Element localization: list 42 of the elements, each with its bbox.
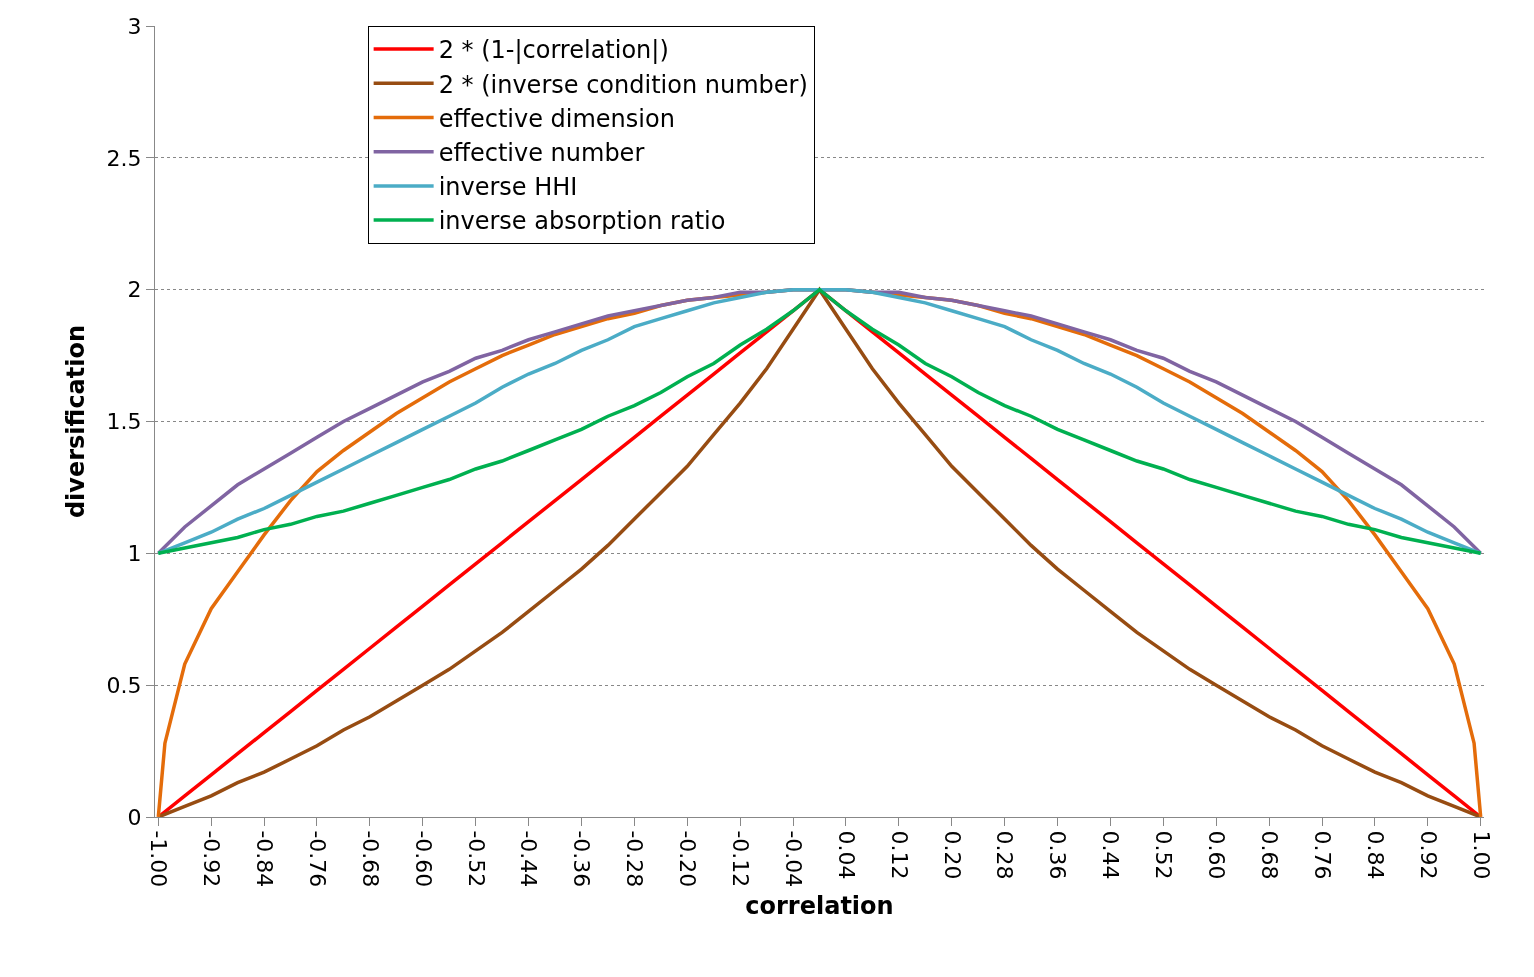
legend-label: inverse absorption ratio bbox=[438, 207, 726, 236]
y-tick-label: 0 bbox=[127, 804, 142, 830]
legend-label: 2 * (inverse condition number) bbox=[438, 70, 808, 99]
x-tick-label: -0.52 bbox=[463, 830, 489, 888]
x-tick-label: 0.04 bbox=[833, 830, 859, 880]
y-tick-label: 3 bbox=[127, 13, 142, 39]
x-tick-label: -0.92 bbox=[199, 830, 225, 888]
legend-label: effective dimension bbox=[438, 104, 675, 133]
x-tick-label: 0.36 bbox=[1045, 830, 1071, 880]
legend-label: effective number bbox=[438, 139, 645, 168]
x-tick-label: 0.84 bbox=[1362, 830, 1388, 880]
legend-label: inverse HHI bbox=[438, 173, 578, 202]
x-tick-label: -0.04 bbox=[780, 830, 806, 888]
y-tick-label: 1.5 bbox=[106, 409, 142, 435]
x-tick-label: -0.36 bbox=[569, 830, 595, 888]
x-tick-label: -0.20 bbox=[675, 830, 701, 888]
y-tick-label: 2 bbox=[127, 277, 142, 303]
x-tick-label: -0.12 bbox=[728, 830, 754, 888]
x-tick-label: 0.60 bbox=[1204, 830, 1230, 880]
legend-label: 2 * (1-|correlation|) bbox=[438, 36, 669, 65]
x-tick-label: 0.44 bbox=[1098, 830, 1124, 880]
x-tick-label: 0.28 bbox=[992, 830, 1018, 880]
x-tick-label: 0.52 bbox=[1151, 830, 1177, 880]
x-tick-label: 0.92 bbox=[1415, 830, 1441, 880]
x-tick-label: 0.76 bbox=[1309, 830, 1335, 880]
x-tick-label: 0.20 bbox=[939, 830, 965, 880]
y-tick-label: 2.5 bbox=[106, 145, 142, 171]
y-axis-title: diversification bbox=[61, 324, 90, 519]
x-tick-label: -0.84 bbox=[251, 830, 277, 888]
x-tick-label: -0.76 bbox=[304, 830, 330, 888]
x-tick-label: -0.60 bbox=[410, 830, 436, 888]
x-tick-label: -0.68 bbox=[357, 830, 383, 888]
y-tick-label: 1 bbox=[127, 541, 142, 567]
y-tick-label: 0.5 bbox=[106, 672, 142, 698]
x-tick-label: 0.12 bbox=[886, 830, 912, 880]
x-tick-label: 1.00 bbox=[1468, 830, 1494, 880]
x-tick-label: -0.44 bbox=[516, 830, 542, 888]
x-tick-label: -0.28 bbox=[622, 830, 648, 888]
x-axis-title: correlation bbox=[745, 891, 894, 920]
line-series bbox=[156, 287, 1483, 556]
x-tick-label: -1.00 bbox=[146, 830, 172, 888]
x-tick-label: 0.68 bbox=[1256, 830, 1282, 880]
